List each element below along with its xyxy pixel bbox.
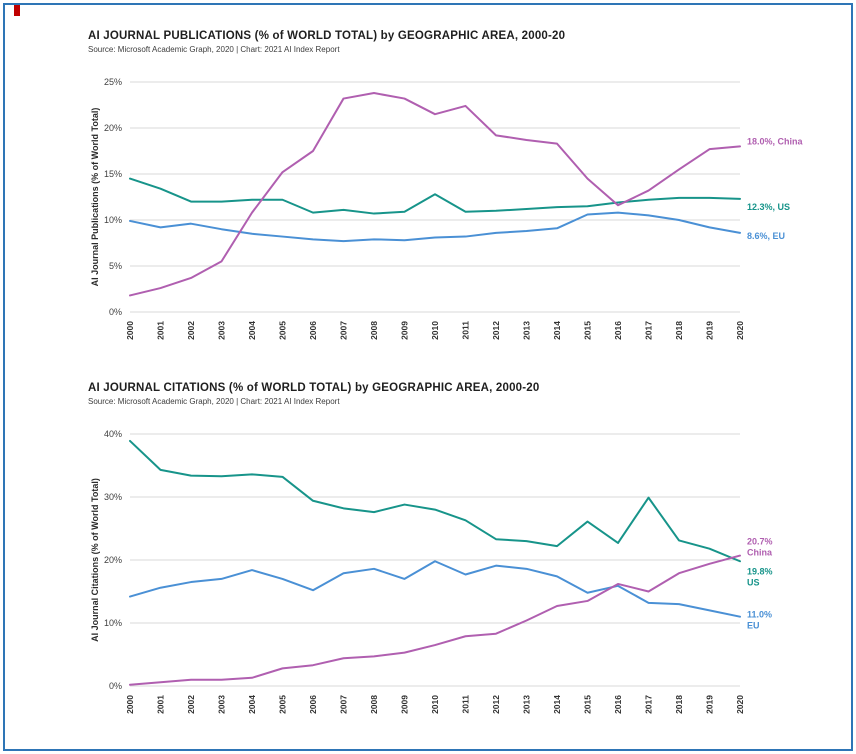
x-tick-label: 2017 [644,321,654,340]
x-tick-label: 2003 [217,695,227,714]
x-tick-label: 2020 [735,695,745,714]
series-line-eu [129,211,741,243]
series-line-china [129,554,741,686]
citations-chart-section: AI JOURNAL CITATIONS (% of WORLD TOTAL) … [88,382,808,733]
publications-chart-source: Source: Microsoft Academic Graph, 2020 |… [88,45,340,54]
series-line-eu [129,560,741,618]
x-tick-label: 2009 [400,695,410,714]
y-tick-label: 10% [104,618,122,628]
x-tick-label: 2020 [735,321,745,340]
x-tick-label: 2008 [369,695,379,714]
y-tick-label: 15% [104,169,122,179]
x-tick-label: 2005 [278,321,288,340]
publications-line-chart: AI Journal Publications (% of World Tota… [90,77,804,340]
citations-line-chart: AI Journal Citations (% of World Total) … [90,429,773,714]
series-end-label-eu: 11.0% EU [747,610,772,631]
x-tick-label: 2010 [430,321,440,340]
citations-chart-source: Source: Microsoft Academic Graph, 2020 |… [88,397,340,406]
x-tick-label: 2009 [400,321,410,340]
series-end-label-china: 18.0%, China [747,136,804,146]
x-tick-label: 2011 [461,695,471,714]
cursor-artifact [14,5,20,16]
x-tick-label: 2014 [552,321,562,340]
x-tick-label: 2008 [369,321,379,340]
y-tick-label: 20% [104,555,122,565]
y-tick-label: 0% [109,307,122,317]
series-end-label-china: 20.7% China [747,537,773,558]
x-tick-label: 2000 [125,321,135,340]
y-tick-label: 0% [109,681,122,691]
x-tick-label: 2010 [430,695,440,714]
x-tick-label: 2018 [674,695,684,714]
x-tick-label: 2014 [552,695,562,714]
y-tick-label: 30% [104,492,122,502]
x-tick-label: 2001 [156,695,166,714]
x-tick-label: 2004 [247,695,257,714]
x-tick-label: 2002 [186,321,196,340]
y-tick-label: 20% [104,123,122,133]
x-tick-label: 2011 [461,321,471,340]
series-line-us [129,439,741,563]
x-tick-label: 2019 [705,321,715,340]
x-tick-label: 2016 [613,321,623,340]
x-tick-label: 2007 [339,695,349,714]
x-tick-label: 2000 [125,695,135,714]
series-end-label-eu: 8.6%, EU [747,231,785,241]
x-tick-label: 2013 [522,695,532,714]
series-line-china [129,92,741,297]
series-end-label-us: 19.8% US [747,566,773,587]
series-line-us [129,177,741,215]
x-tick-label: 2012 [491,321,501,340]
publications-chart-title: AI JOURNAL PUBLICATIONS (% of WORLD TOTA… [88,30,566,42]
x-tick-label: 2013 [522,321,532,340]
x-tick-label: 2003 [217,321,227,340]
x-tick-label: 2012 [491,695,501,714]
publications-y-axis-title: AI Journal Publications (% of World Tota… [90,108,100,287]
y-tick-label: 10% [104,215,122,225]
citations-y-axis-title: AI Journal Citations (% of World Total) [90,478,100,642]
x-tick-label: 2015 [583,695,593,714]
x-tick-label: 2006 [308,321,318,340]
y-tick-label: 5% [109,261,122,271]
y-tick-label: 40% [104,429,122,439]
x-tick-label: 2019 [705,695,715,714]
y-tick-label: 25% [104,77,122,87]
x-tick-label: 2004 [247,321,257,340]
x-tick-label: 2001 [156,321,166,340]
x-tick-label: 2015 [583,321,593,340]
x-tick-label: 2017 [644,695,654,714]
x-tick-label: 2016 [613,695,623,714]
x-tick-label: 2005 [278,695,288,714]
x-tick-label: 2002 [186,695,196,714]
publications-chart-section: AI JOURNAL PUBLICATIONS (% of WORLD TOTA… [88,30,808,359]
x-tick-label: 2018 [674,321,684,340]
series-end-label-us: 12.3%, US [747,202,790,212]
citations-chart-title: AI JOURNAL CITATIONS (% of WORLD TOTAL) … [88,382,540,394]
x-tick-label: 2006 [308,695,318,714]
x-tick-label: 2007 [339,321,349,340]
